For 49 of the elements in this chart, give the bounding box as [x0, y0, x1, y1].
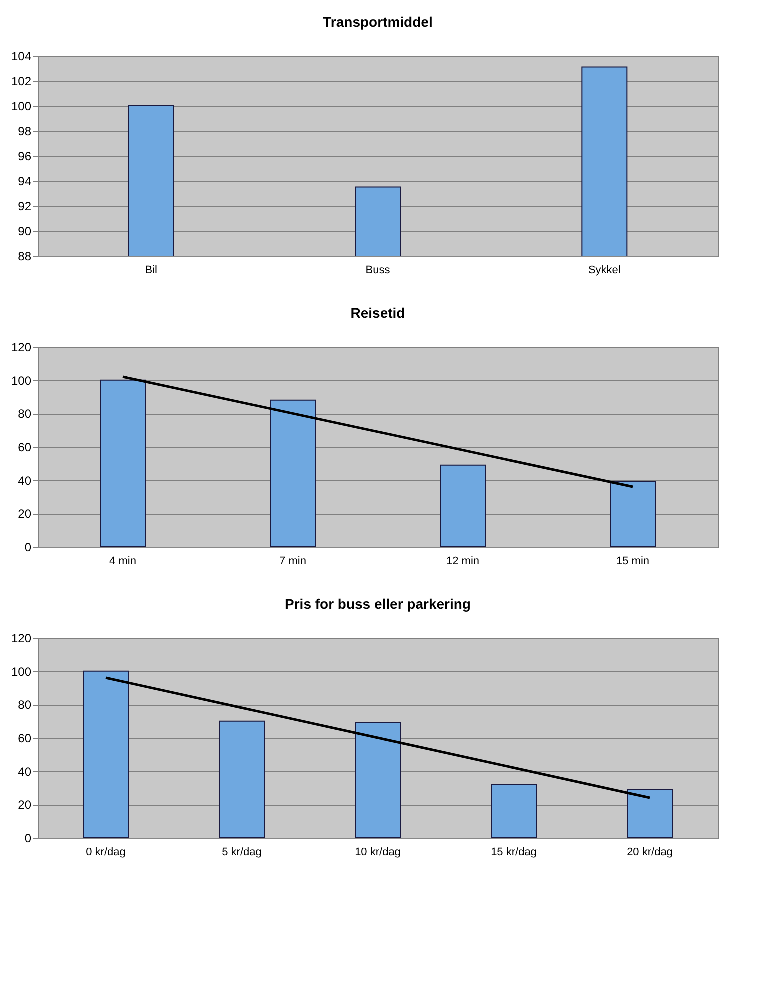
bar	[270, 400, 316, 547]
y-tick-label: 20	[18, 798, 32, 812]
y-tick-label: 98	[18, 124, 32, 138]
bar	[355, 722, 401, 838]
x-tick-label: Sykkel	[588, 264, 621, 276]
y-tick-label: 60	[18, 732, 32, 746]
bar	[610, 482, 656, 547]
y-tick-label: 80	[18, 407, 32, 422]
y-tick-label: 0	[24, 832, 32, 846]
x-tick-label: 7 min	[280, 556, 306, 568]
bar	[83, 670, 129, 838]
y-tick-label: 120	[11, 340, 32, 354]
x-tick-label: 15 kr/dag	[491, 846, 537, 858]
x-tick-label: 15 min	[616, 556, 650, 568]
bar	[491, 784, 537, 838]
x-tick-label: 0 kr/dag	[86, 846, 126, 858]
y-tick-label: 100	[11, 664, 32, 679]
y-tick-label: 120	[11, 632, 32, 646]
y-tick-label: 40	[18, 764, 32, 779]
y-tick-label: 100	[11, 100, 32, 114]
x-tick-label: 20 kr/dag	[627, 846, 673, 858]
bar	[100, 380, 146, 547]
chart-title: Transportmiddel	[323, 14, 433, 30]
x-tick-label: 5 kr/dag	[222, 846, 262, 858]
bar	[627, 789, 673, 838]
y-tick-label: 0	[24, 540, 32, 554]
y-tick-label: 88	[18, 250, 32, 264]
x-tick-label: 4 min	[110, 556, 136, 568]
x-tick-label: 10 kr/dag	[355, 846, 401, 858]
bar	[219, 720, 265, 838]
x-tick-label: Buss	[366, 264, 391, 276]
y-tick-label: 100	[11, 374, 32, 388]
line-series	[104, 676, 652, 800]
chart-title: Reisetid	[350, 305, 406, 321]
y-tick-label: 80	[18, 698, 32, 712]
y-tick-label: 102	[11, 74, 32, 88]
x-tick-label: 12 min	[446, 556, 480, 568]
x-tick-label: Bil	[145, 264, 158, 276]
y-tick-label: 96	[18, 150, 32, 164]
y-tick-label: 20	[18, 507, 32, 522]
y-tick-label: 90	[18, 224, 32, 238]
y-tick-label: 104	[11, 50, 32, 64]
chart-title: Pris for buss eller parkering	[285, 596, 471, 612]
y-tick-label: 60	[18, 440, 32, 454]
y-tick-label: 92	[18, 200, 32, 214]
y-tick-label: 40	[18, 474, 32, 488]
y-tick-label: 94	[18, 174, 32, 188]
line-series	[122, 376, 634, 488]
bar	[440, 464, 486, 547]
